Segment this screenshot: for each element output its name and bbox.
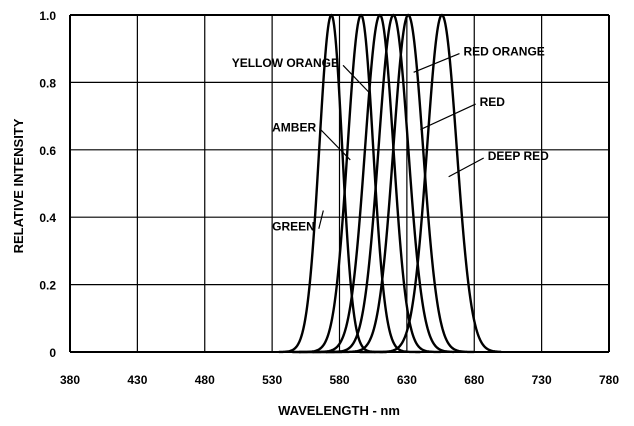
y-tick-label: 0.8: [39, 76, 56, 90]
y-tick-label: 0.6: [39, 144, 56, 158]
grid-lines: [69, 14, 610, 353]
x-tick-label: 580: [329, 373, 349, 387]
x-tick-label: 730: [532, 373, 552, 387]
x-tick-label: 480: [195, 373, 215, 387]
x-tick-label: 630: [397, 373, 417, 387]
series-label-green: GREEN: [272, 220, 315, 234]
series-annotations: GREEN AMBER YELLOW ORANGE RED ORANGE RED DEEP…: [232, 44, 549, 233]
x-tick-label: 430: [127, 373, 147, 387]
spectrum-curves: [278, 13, 502, 354]
series-label-red: RED: [480, 95, 506, 109]
y-tick-label: 0: [49, 346, 56, 360]
leader-line-red: [420, 103, 476, 131]
y-tick-label: 0.4: [39, 211, 56, 225]
y-tick-label: 0.2: [39, 279, 56, 293]
x-axis-label: WAVELENGTH - nm: [278, 403, 400, 418]
leader-line-yellow-orange: [342, 64, 370, 93]
y-axis-label: RELATIVE INTENSITY: [11, 118, 26, 253]
series-label-deep-red: DEEP RED: [488, 149, 549, 163]
x-tick-label: 380: [60, 373, 80, 387]
x-tick-label: 530: [262, 373, 282, 387]
series-label-yellow-orange: YELLOW ORANGE: [232, 56, 339, 70]
leader-line-deep-red: [448, 157, 485, 178]
leader-line-amber: [320, 128, 351, 161]
leader-line-green: [318, 210, 324, 229]
spectrum-curve-deep-red: [359, 13, 502, 354]
tick-labels: 0 0.2 0.4 0.6 0.8 1.0 380 430 480 530 580 630 680 730…: [39, 9, 619, 387]
y-tick-label: 1.0: [39, 9, 56, 23]
series-label-amber: AMBER: [272, 120, 316, 134]
series-label-red-orange: RED ORANGE: [463, 44, 544, 58]
x-tick-label: 680: [464, 373, 484, 387]
leader-line-red-orange: [413, 52, 460, 73]
x-tick-label: 780: [599, 373, 619, 387]
spectrum-curve-red: [325, 13, 475, 354]
